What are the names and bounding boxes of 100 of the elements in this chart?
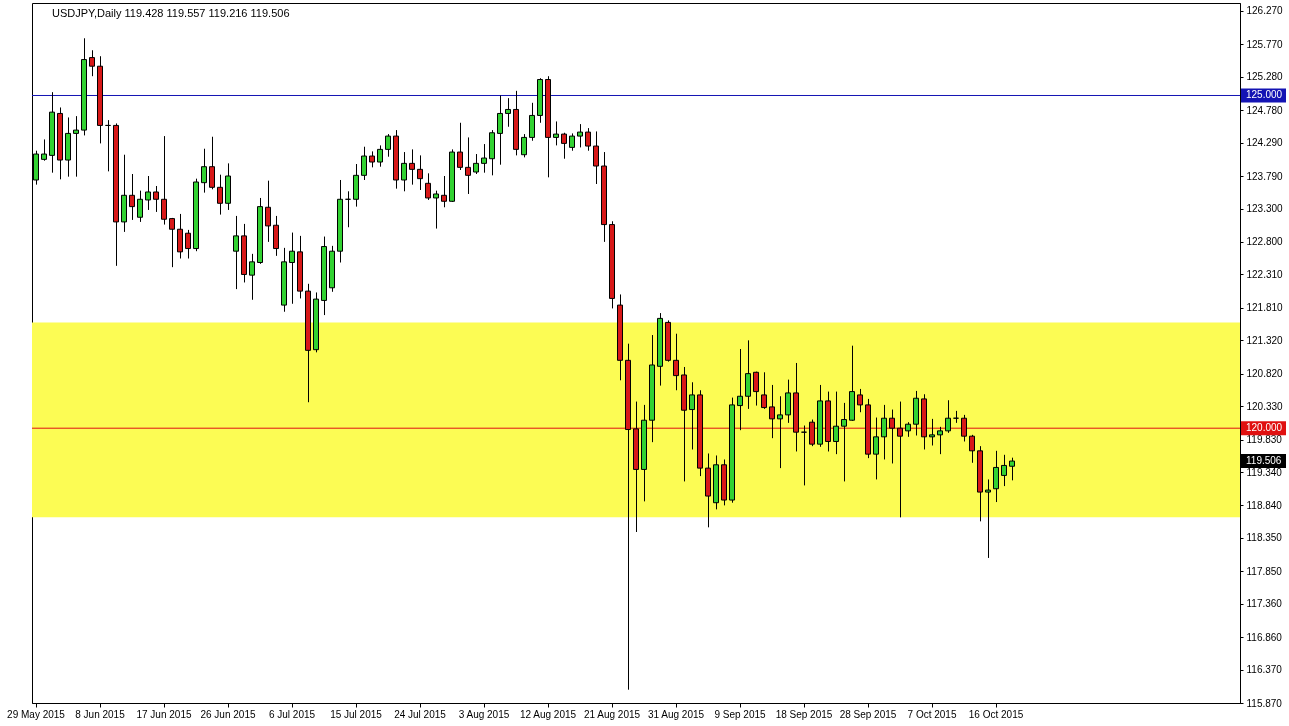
candlestick: [273, 215, 279, 257]
candlestick: [737, 348, 743, 431]
x-tick-label: 26 Jun 2015: [200, 708, 256, 720]
y-tick-label: 119.340: [1246, 466, 1283, 478]
candlestick: [673, 333, 679, 391]
candlestick: [385, 133, 391, 158]
ref-line-label: 120.000: [1246, 422, 1283, 434]
candlestick: [433, 190, 439, 230]
candlestick: [169, 217, 175, 268]
candlestick: [457, 122, 463, 171]
x-tick-label: 7 Oct 2015: [907, 708, 957, 720]
candlestick: [761, 371, 767, 410]
candlestick: [465, 136, 471, 195]
candlestick: [937, 426, 943, 455]
candlestick: [745, 339, 751, 410]
candlestick: [41, 138, 47, 162]
x-tick-label: 18 Sep 2015: [775, 708, 833, 720]
candlestick: [377, 144, 383, 168]
x-tick-label: 29 May 2015: [7, 708, 66, 720]
candlestick: [1009, 457, 1015, 481]
x-tick-label: 31 Aug 2015: [647, 708, 705, 720]
candlestick: [89, 49, 95, 77]
y-tick-label: 122.310: [1246, 268, 1284, 280]
candlestick: [753, 371, 759, 407]
x-tick-label: 9 Sep 2015: [714, 708, 767, 720]
candlestick: [1001, 454, 1007, 487]
candlestick: [417, 154, 423, 191]
y-tick-label: 122.800: [1246, 236, 1284, 248]
x-tick-label: 28 Sep 2015: [839, 708, 897, 720]
candlestick: [401, 151, 407, 192]
x-tick-label: 15 Jul 2015: [330, 708, 383, 720]
text: 119.506: [1246, 455, 1282, 467]
chart-title: USDJPY,Daily 119.428 119.557 119.216 119.506: [52, 7, 290, 19]
x-tick-label: 8 Jun 2015: [75, 708, 126, 720]
candlestick: [505, 97, 511, 128]
y-tick-label: 121.320: [1246, 334, 1284, 346]
y-tick-label: 126.270: [1246, 5, 1284, 17]
y-tick-label: 117.360: [1246, 598, 1283, 610]
candlestick: [521, 133, 527, 158]
candlestick: [777, 395, 783, 469]
y-tick-label: 119.830: [1246, 434, 1283, 445]
y-tick-label: 118.840: [1246, 499, 1283, 511]
candlestick: [289, 232, 295, 305]
candlestick: [553, 120, 559, 146]
y-tick-label: 123.300: [1246, 203, 1284, 215]
candlestick: [593, 130, 599, 185]
candlestick: [497, 94, 503, 166]
candlestick: [529, 102, 535, 142]
x-tick-label: 17 Jun 2015: [136, 708, 192, 720]
candlestick: [473, 153, 479, 175]
x-tick-label: 6 Jul 2015: [268, 708, 316, 720]
candlestick: [145, 175, 151, 211]
y-tick-label: 124.780: [1246, 104, 1284, 116]
candlestick: [857, 388, 863, 413]
candlestick: [153, 185, 159, 213]
y-tick-label: 118.350: [1246, 532, 1283, 544]
x-tick-label: 24 Jul 2015: [394, 708, 447, 720]
x-tick-label: 21 Aug 2015: [583, 708, 641, 720]
x-tick-label: 16 Oct 2015: [968, 708, 1024, 720]
candlestick: [577, 123, 583, 148]
candlestick: [969, 434, 975, 464]
candlestick: [353, 163, 359, 208]
y-tick-label: 120.330: [1246, 400, 1284, 412]
candlestick: [201, 148, 207, 194]
candlestick: [481, 143, 487, 174]
y-tick-label: 125.280: [1246, 71, 1284, 83]
candlestick: [425, 172, 431, 201]
candlestick: [881, 404, 887, 460]
candlestick: [585, 127, 591, 152]
candlestick: [441, 175, 447, 208]
y-tick-label: 116.370: [1246, 664, 1283, 676]
y-tick-label: 124.290: [1246, 137, 1284, 149]
candlestick: [265, 180, 271, 243]
candlestick: [177, 213, 183, 260]
candlestick: [985, 478, 991, 559]
x-tick-label: 12 Aug 2015: [519, 708, 577, 720]
x-tick-label: 3 Aug 2015: [458, 708, 510, 720]
candlestick: [833, 391, 839, 455]
y-tick-label: 123.790: [1246, 170, 1284, 182]
candlestick: [841, 402, 847, 482]
candlestick: [209, 136, 215, 190]
y-tick-label: 115.870: [1246, 697, 1283, 709]
candlestick: [73, 115, 79, 178]
candlestick: [945, 399, 951, 434]
candlestick: [409, 148, 415, 186]
y-tick-label: 116.860: [1246, 631, 1283, 643]
candlestick: [929, 418, 935, 446]
candlestick: [873, 417, 879, 480]
candlestick: [785, 379, 791, 424]
candlestick: [233, 215, 239, 290]
y-tick-label: 125.770: [1246, 38, 1284, 50]
candlestick: [129, 173, 135, 221]
candlestick: [185, 229, 191, 260]
candlestick: [137, 190, 143, 223]
candlestick: [161, 135, 167, 226]
ref-line-label: 125.000: [1246, 89, 1283, 101]
candlestick: [561, 132, 567, 160]
candlestick: [993, 450, 999, 503]
y-tick-label: 120.820: [1246, 368, 1284, 380]
y-tick-label: 121.810: [1246, 302, 1284, 314]
